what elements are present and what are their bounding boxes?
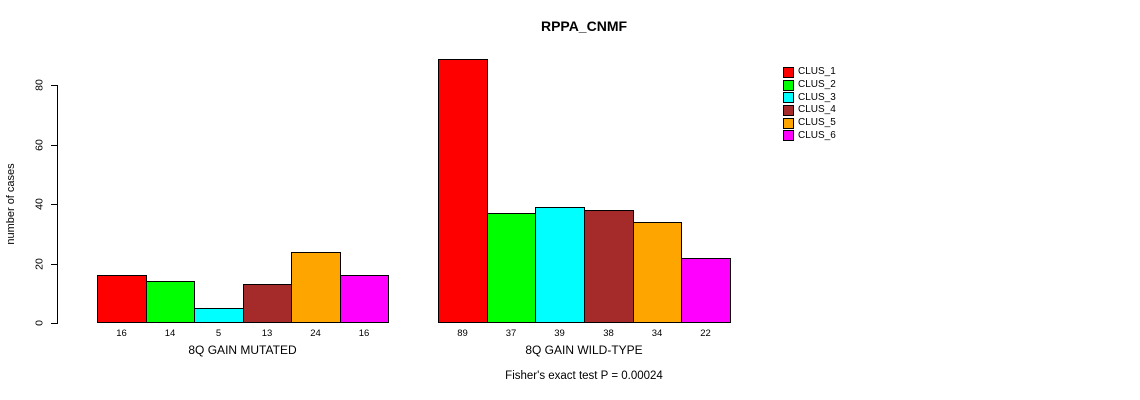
legend-item-clus_5: CLUS_5 [783,117,836,130]
bar-value-label: 24 [310,328,321,339]
bar-value-label: 34 [651,328,663,339]
legend-label: CLUS_1 [798,66,836,78]
legend-color-swatch [783,92,794,104]
bar-clus_6-group1 [340,275,389,323]
y-axis-tick [51,85,57,86]
legend-item-clus_1: CLUS_1 [783,66,836,79]
bar-value-label: 5 [215,328,222,339]
bar-clus_1-group1 [97,275,147,323]
y-axis-tick-label: 20 [33,258,46,270]
y-axis-tick-label: 60 [33,139,46,151]
bar-clus_3-group2 [535,207,585,323]
bar-value-label: 16 [116,328,127,339]
bar-value-label: 89 [457,328,468,339]
y-axis-tick-label: 0 [33,320,46,326]
y-axis-tick-label: 40 [33,198,46,210]
bar-value-label: 16 [358,328,370,339]
legend-color-swatch [783,79,794,91]
bar-clus_4-group1 [243,284,292,323]
y-axis-tick [51,145,57,146]
legend-label: CLUS_4 [798,104,836,116]
legend-item-clus_2: CLUS_2 [783,79,836,92]
x-group-label: 8Q GAIN MUTATED [188,343,297,357]
bar-clus_2-group1 [146,281,195,323]
legend-item-clus_4: CLUS_4 [783,104,836,117]
legend-color-swatch [783,104,794,116]
x-group-label: 8Q GAIN WILD-TYPE [525,343,643,357]
bar-clus_5-group1 [291,252,341,323]
y-axis-tick [51,264,57,265]
y-axis-line [57,85,58,324]
legend-item-clus_3: CLUS_3 [783,91,836,104]
legend-item-clus_6: CLUS_6 [783,129,836,142]
y-axis-tick-label: 80 [33,79,46,91]
bar-value-label: 14 [164,328,176,339]
bar-clus_1-group2 [438,59,488,323]
bar-value-label: 13 [261,328,273,339]
y-axis-title: number of cases [5,163,17,245]
bar-clus_4-group2 [584,210,634,323]
bar-clus_6-group2 [681,258,731,323]
bar-clus_5-group2 [633,222,682,323]
y-axis-tick [51,204,57,205]
bar-value-label: 38 [603,328,614,339]
bar-clus_2-group2 [487,213,536,323]
legend: CLUS_1 CLUS_2 CLUS_3 CLUS_4 CLUS_5 CLUS_6 [783,66,836,142]
y-axis-tick [51,323,57,324]
bar-value-label: 37 [505,328,517,339]
legend-color-swatch [783,66,794,78]
legend-label: CLUS_5 [798,117,836,129]
legend-color-swatch [783,130,794,142]
legend-label: CLUS_6 [798,129,836,141]
chart-title: RPPA_CNMF [540,18,628,34]
bar-clus_3-group1 [194,308,244,323]
legend-label: CLUS_3 [798,91,836,103]
legend-label: CLUS_2 [798,79,836,91]
bar-value-label: 39 [554,328,565,339]
bar-value-label: 22 [700,328,711,339]
legend-color-swatch [783,117,794,129]
annotation-fisher-test: Fisher's exact test P = 0.00024 [505,370,663,382]
